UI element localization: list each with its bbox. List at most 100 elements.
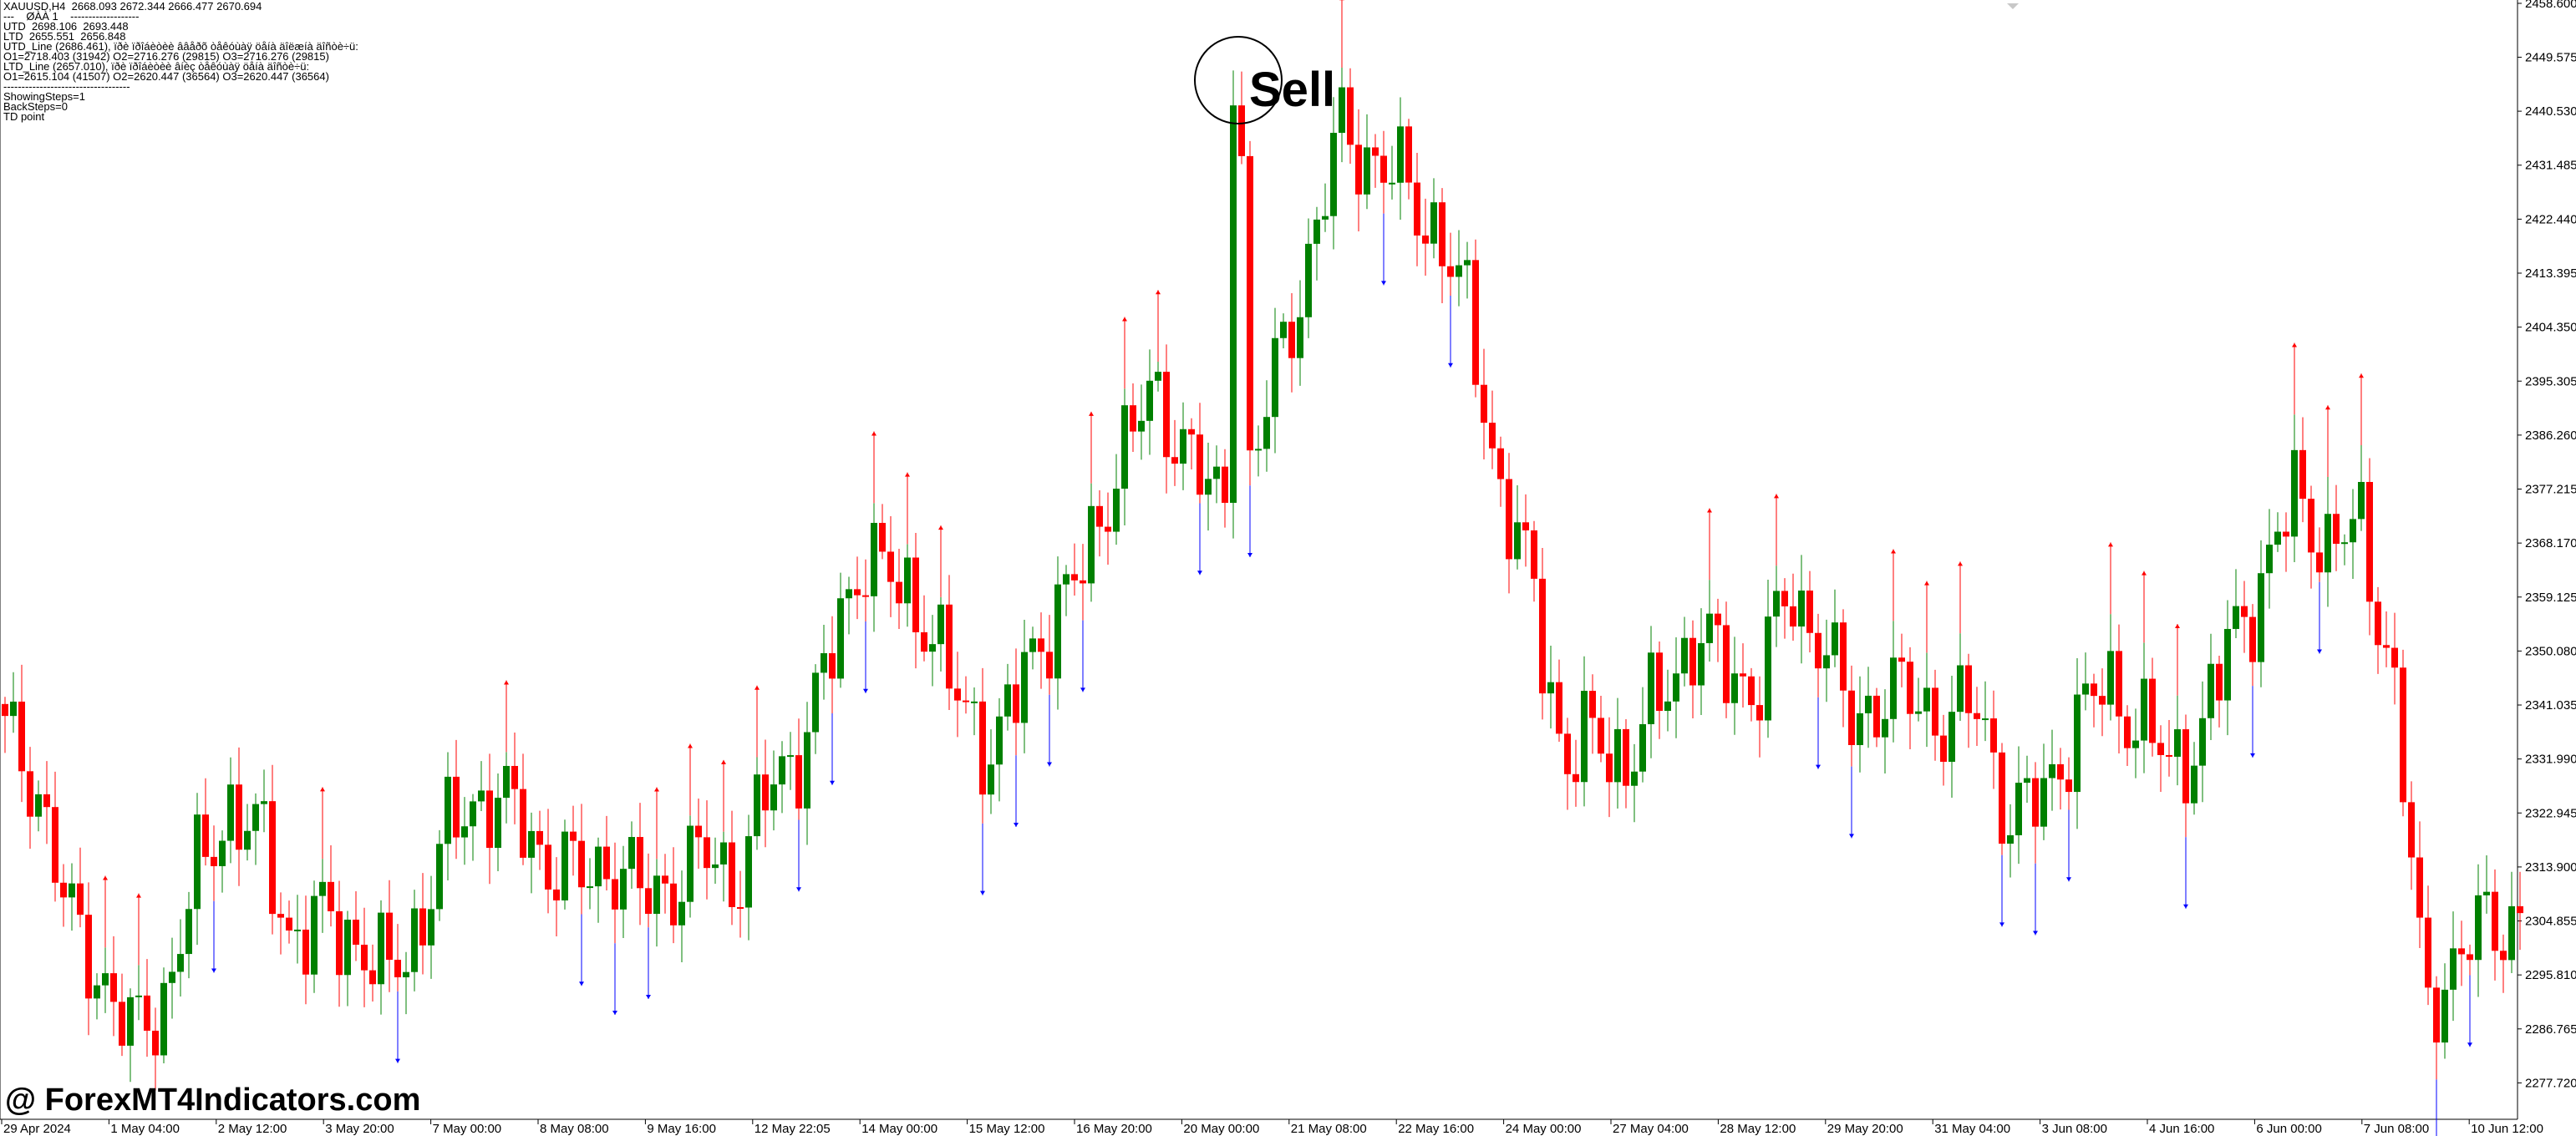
time-tick-label: 21 May 08:00 [1291, 1122, 1367, 1136]
bull-candle [1982, 718, 1989, 721]
bull-candle [988, 764, 994, 795]
td-down-arrow [863, 688, 868, 693]
td-down-arrow [1080, 687, 1085, 692]
bear-candle [43, 794, 50, 808]
bear-candle [1840, 622, 1847, 691]
bear-candle [1756, 705, 1763, 721]
td-up-arrow [938, 525, 943, 530]
bear-candle [1965, 665, 1972, 713]
bear-candle [729, 842, 735, 908]
bull-candle [1389, 182, 1395, 185]
bear-candle [1907, 662, 1913, 714]
bear-candle [921, 631, 927, 652]
bear-candle [2366, 481, 2373, 602]
time-tick-label: 1 May 04:00 [110, 1122, 180, 1136]
bull-candle [1280, 322, 1287, 338]
td-up-arrow [2292, 342, 2297, 347]
bear-candle [236, 784, 242, 850]
bear-candle [612, 879, 618, 910]
bear-candle [829, 653, 836, 679]
bear-candle [2099, 696, 2106, 705]
bull-candle [996, 716, 1003, 765]
time-tick-label: 3 May 20:00 [325, 1122, 394, 1136]
time-tick-label: 7 Jun 08:00 [2364, 1122, 2429, 1136]
bull-candle [1330, 133, 1337, 216]
bear-candle [328, 881, 334, 911]
bull-candle [779, 756, 785, 785]
bear-candle [1999, 752, 2005, 844]
bear-candle [2249, 616, 2256, 662]
bull-candle [1832, 622, 1838, 656]
bear-candle [1247, 155, 1253, 451]
bear-candle [520, 789, 526, 858]
bear-candle [336, 910, 343, 976]
bear-candle [1506, 479, 1512, 560]
time-tick-label: 10 Jun 12:00 [2471, 1122, 2543, 1136]
td-up-arrow [688, 743, 693, 748]
bull-candle [1547, 682, 1554, 694]
bull-candle [378, 912, 384, 985]
bear-candle [2216, 663, 2223, 701]
bear-candle [1715, 613, 1721, 626]
bear-candle [603, 846, 610, 880]
bear-candle [2517, 905, 2523, 914]
bear-candle [1522, 522, 1529, 531]
bull-candle [1581, 691, 1588, 783]
bear-candle [1481, 384, 1487, 423]
bull-candle [2266, 545, 2273, 574]
bull-candle [1155, 372, 1161, 381]
td-up-arrow [721, 759, 726, 764]
bull-candle [1882, 718, 1888, 738]
bull-candle [1857, 713, 1863, 745]
bear-candle [144, 995, 150, 1031]
info-line: TD point [3, 110, 45, 123]
bear-candle [1573, 773, 1579, 783]
bull-candle [837, 598, 844, 679]
price-tick-label: 2350.080 [2525, 644, 2576, 658]
bear-candle [1472, 260, 1479, 385]
td-down-arrow [2467, 1042, 2472, 1047]
bull-candle [561, 831, 568, 900]
bull-candle [428, 909, 434, 946]
bull-candle [436, 844, 443, 910]
bear-candle [704, 837, 710, 869]
bull-candle [1639, 723, 1646, 772]
bear-candle [2283, 531, 2289, 537]
bear-candle [553, 889, 560, 900]
bull-candle [1890, 657, 1897, 719]
bear-candle [536, 830, 543, 845]
bear-candle [637, 837, 643, 889]
price-tick-label: 2431.485 [2525, 159, 2576, 173]
bull-candle [1272, 337, 1278, 418]
bear-candle [1748, 676, 1755, 706]
bull-candle [937, 604, 944, 645]
bear-candle [1013, 684, 1019, 723]
bear-candle [2166, 754, 2172, 757]
bull-candle [1054, 584, 1061, 679]
bull-candle [1923, 687, 1930, 712]
bear-candle [887, 551, 894, 582]
td-up-arrow [654, 787, 659, 792]
bear-candle [1238, 105, 1245, 156]
bear-candle [1564, 733, 1571, 774]
price-tick-label: 2458.600 [2525, 0, 2576, 11]
bull-candle [871, 522, 877, 596]
info-line: UTD 2698.106 2693.448 [3, 20, 129, 33]
bear-candle [486, 790, 493, 849]
bull-candle [403, 971, 409, 978]
price-tick-label: 2313.900 [2525, 860, 2576, 875]
bull-candle [244, 830, 251, 850]
time-tick-label: 4 Jun 16:00 [2149, 1122, 2214, 1136]
td-down-arrow [980, 890, 985, 895]
bear-candle [670, 883, 677, 926]
bear-candle [1556, 682, 1562, 734]
bull-candle [1138, 420, 1145, 432]
bear-candle [1531, 530, 1537, 579]
bull-candle [1205, 479, 1212, 495]
bear-candle [1414, 182, 1420, 236]
td-down-arrow [796, 887, 801, 892]
bear-candle [695, 825, 702, 838]
bear-candle [1589, 691, 1596, 718]
bear-candle [2467, 954, 2473, 961]
bull-candle [2199, 718, 2206, 766]
